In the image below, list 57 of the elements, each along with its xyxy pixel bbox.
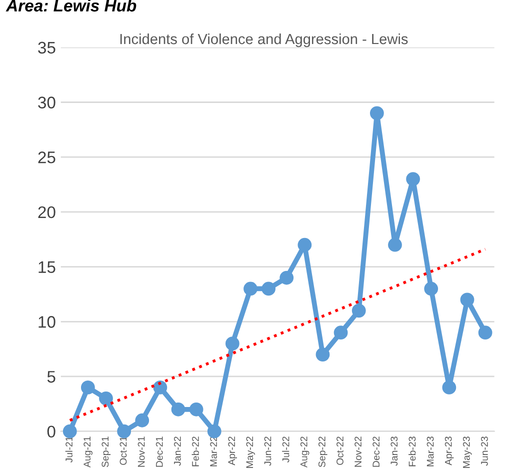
x-tick-label: Dec-22 [372,436,380,467]
x-tick-label: Sep-21 [102,436,111,468]
x-tick-label: Feb-23 [408,436,416,466]
point [189,402,204,416]
x-tick-label: Jun-22 [264,436,272,466]
x-tick-label: Aug-21 [84,436,92,468]
y-tick-label: 5 [47,371,56,383]
point [478,326,492,340]
point [442,380,456,394]
x-tick-label: Nov-21 [138,436,145,467]
x-tick-label: Apr-22 [228,436,237,466]
point [460,292,474,307]
y-tick-label: 0 [47,426,56,438]
x-tick-label: Mar-22 [210,436,217,466]
x-tick-label: Oct-22 [336,436,344,465]
x-tick-label: Dec-21 [156,436,163,467]
x-tick-label: Jan-23 [390,436,398,466]
x-tick-label: Apr-23 [444,436,454,466]
point [370,106,384,120]
point [388,238,402,252]
point [135,413,150,428]
point [352,304,366,318]
point [424,282,438,296]
x-tick-label: Mar-23 [426,436,434,466]
point [207,424,222,438]
y-tick-label: 25 [38,152,56,164]
point [298,238,312,252]
point [316,348,330,362]
y-tick-label: 10 [38,316,56,328]
point [62,424,77,438]
x-tick-label: Jun-23 [481,436,488,466]
y-tick-label: 20 [38,206,56,218]
point [334,326,348,340]
point [262,282,276,296]
x-tick-label: Sep-22 [318,436,328,468]
x-tick-label: Aug-22 [300,436,310,468]
y-tick-label: 15 [38,261,56,273]
x-tick-label: Jan-22 [174,436,181,466]
y-tick-label: 30 [38,96,56,108]
x-tick-label: Feb-22 [192,436,199,466]
point [153,380,168,394]
point [80,380,95,394]
x-tick-label: Jul-22 [282,436,290,463]
point [171,402,186,416]
x-tick-label: Jul-21 [65,436,72,463]
point [280,270,294,285]
x-tick-label: Nov-22 [354,436,362,467]
point [225,336,240,351]
point [99,391,113,406]
x-tick-label: Oct-21 [120,436,127,465]
x-tick-label: May-22 [246,436,256,468]
chart-title: Incidents of Violence and Aggression - Lewis [120,33,408,48]
point [244,282,258,296]
point [117,424,131,438]
y-tick-label: 35 [38,42,56,54]
point [406,172,420,186]
x-tick-label: May-23 [462,436,472,468]
